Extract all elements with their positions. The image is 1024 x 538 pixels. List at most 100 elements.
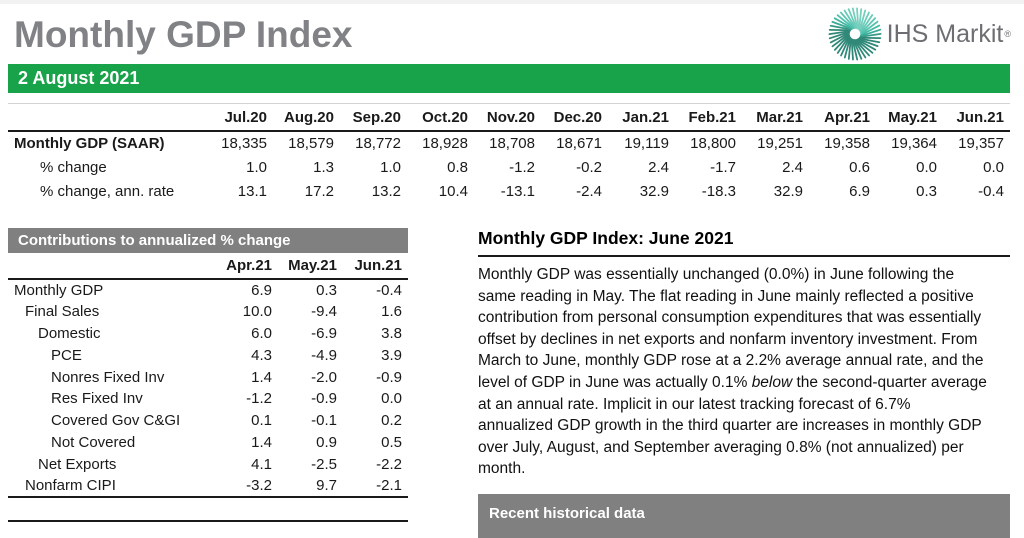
next-table-top-rule — [8, 520, 408, 522]
value-cell: 6.9 — [213, 279, 278, 301]
value-cell: -0.9 — [343, 366, 408, 388]
value-cell: -9.4 — [278, 301, 343, 323]
month-header-cell: May.21 — [278, 255, 343, 279]
value-cell: 18,800 — [675, 131, 742, 155]
value-cell: 0.1 — [213, 410, 278, 432]
contrib-row-monthly-gdp: Monthly GDP 6.9 0.3 -0.4 — [8, 279, 408, 301]
month-header-cell: Jul.20 — [206, 104, 273, 131]
row-label: PCE — [8, 344, 213, 366]
contrib-row-pce: PCE 4.3 -4.9 3.9 — [8, 344, 408, 366]
month-header-cell: Dec.20 — [541, 104, 608, 131]
contrib-row-nonfarm-cipi: Nonfarm CIPI -3.2 9.7 -2.1 — [8, 475, 408, 497]
page-top-edge — [0, 0, 1024, 4]
value-cell: -3.2 — [213, 475, 278, 497]
month-header-cell: May.21 — [876, 104, 943, 131]
month-header-cell: Oct.20 — [407, 104, 474, 131]
table-row-pct-change: % change 1.0 1.3 1.0 0.8 -1.2 -0.2 2.4 -… — [8, 155, 1010, 179]
month-header-cell: Nov.20 — [474, 104, 541, 131]
contrib-row-covered-gov: Covered Gov C&GI 0.1 -0.1 0.2 — [8, 410, 408, 432]
contrib-row-domestic: Domestic 6.0 -6.9 3.8 — [8, 323, 408, 345]
month-header-cell: Apr.21 — [809, 104, 876, 131]
empty-corner-cell — [8, 255, 213, 279]
value-cell: 13.1 — [206, 179, 273, 203]
sunburst-icon — [826, 5, 884, 63]
month-header-cell: Jun.21 — [943, 104, 1010, 131]
commentary-section: Monthly GDP Index: June 2021 Monthly GDP… — [478, 228, 1010, 480]
value-cell: 6.9 — [809, 179, 876, 203]
value-cell: 10.0 — [213, 301, 278, 323]
value-cell: -1.7 — [675, 155, 742, 179]
value-cell: -6.9 — [278, 323, 343, 345]
row-label: Res Fixed Inv — [8, 388, 213, 410]
recent-historical-title: Recent historical data — [489, 505, 645, 522]
value-cell: 19,251 — [742, 131, 809, 155]
row-label: Net Exports — [8, 453, 213, 475]
row-label: % change — [8, 155, 206, 179]
value-cell: 0.6 — [809, 155, 876, 179]
row-label: Final Sales — [8, 301, 213, 323]
value-cell: 10.4 — [407, 179, 474, 203]
row-label: Domestic — [8, 323, 213, 345]
commentary-title: Monthly GDP Index: June 2021 — [478, 228, 1010, 257]
contrib-header-row: Apr.21 May.21 Jun.21 — [8, 255, 408, 279]
row-label: Monthly GDP — [8, 279, 213, 301]
contributions-section: Contributions to annualized % change Apr… — [8, 228, 408, 498]
table-row-pct-change-ann-rate: % change, ann. rate 13.1 17.2 13.2 10.4 … — [8, 179, 1010, 203]
value-cell: -0.1 — [278, 410, 343, 432]
value-cell: -0.4 — [943, 179, 1010, 203]
commentary-italic-word: below — [752, 374, 793, 391]
recent-historical-bar: Recent historical data — [478, 494, 1010, 538]
value-cell: -18.3 — [675, 179, 742, 203]
value-cell: 9.7 — [278, 475, 343, 497]
value-cell: -0.9 — [278, 388, 343, 410]
value-cell: 6.0 — [213, 323, 278, 345]
value-cell: 3.9 — [343, 344, 408, 366]
value-cell: 18,928 — [407, 131, 474, 155]
month-header-cell: Aug.20 — [273, 104, 340, 131]
value-cell: 0.0 — [343, 388, 408, 410]
value-cell: 19,119 — [608, 131, 675, 155]
value-cell: 2.4 — [742, 155, 809, 179]
value-cell: 1.4 — [213, 432, 278, 454]
value-cell: 0.5 — [343, 432, 408, 454]
value-cell: 0.9 — [278, 432, 343, 454]
month-header-cell: Jan.21 — [608, 104, 675, 131]
month-header-cell: Mar.21 — [742, 104, 809, 131]
commentary-body: Monthly GDP was essentially unchanged (0… — [478, 264, 988, 480]
row-label: % change, ann. rate — [8, 179, 206, 203]
value-cell: 32.9 — [608, 179, 675, 203]
value-cell: 17.2 — [273, 179, 340, 203]
month-header-cell: Jun.21 — [343, 255, 408, 279]
contributions-section-bar: Contributions to annualized % change — [8, 228, 408, 253]
value-cell: 0.3 — [876, 179, 943, 203]
table-row-monthly-gdp-saar: Monthly GDP (SAAR) 18,335 18,579 18,772 … — [8, 131, 1010, 155]
value-cell: 19,358 — [809, 131, 876, 155]
ihs-markit-logo: IHS Markit ® — [826, 5, 1011, 63]
month-header-cell: Sep.20 — [340, 104, 407, 131]
value-cell: -2.2 — [343, 453, 408, 475]
date-bar: 2 August 2021 — [8, 64, 1010, 93]
value-cell: -0.4 — [343, 279, 408, 301]
value-cell: 19,357 — [943, 131, 1010, 155]
value-cell: -2.5 — [278, 453, 343, 475]
value-cell: 1.4 — [213, 366, 278, 388]
value-cell: 32.9 — [742, 179, 809, 203]
month-header-row: Jul.20 Aug.20 Sep.20 Oct.20 Nov.20 Dec.2… — [8, 104, 1010, 131]
value-cell: 19,364 — [876, 131, 943, 155]
value-cell: -2.4 — [541, 179, 608, 203]
commentary-text-1: Monthly GDP was essentially unchanged (0… — [478, 266, 983, 391]
value-cell: 0.3 — [278, 279, 343, 301]
value-cell: 1.6 — [343, 301, 408, 323]
contrib-row-nonres-fixed-inv: Nonres Fixed Inv 1.4 -2.0 -0.9 — [8, 366, 408, 388]
value-cell: -2.0 — [278, 366, 343, 388]
value-cell: -13.1 — [474, 179, 541, 203]
value-cell: -4.9 — [278, 344, 343, 366]
value-cell: 18,335 — [206, 131, 273, 155]
row-label: Nonres Fixed Inv — [8, 366, 213, 388]
contrib-row-final-sales: Final Sales 10.0 -9.4 1.6 — [8, 301, 408, 323]
value-cell: 1.0 — [340, 155, 407, 179]
value-cell: 3.8 — [343, 323, 408, 345]
value-cell: -1.2 — [474, 155, 541, 179]
value-cell: 18,671 — [541, 131, 608, 155]
contrib-row-res-fixed-inv: Res Fixed Inv -1.2 -0.9 0.0 — [8, 388, 408, 410]
